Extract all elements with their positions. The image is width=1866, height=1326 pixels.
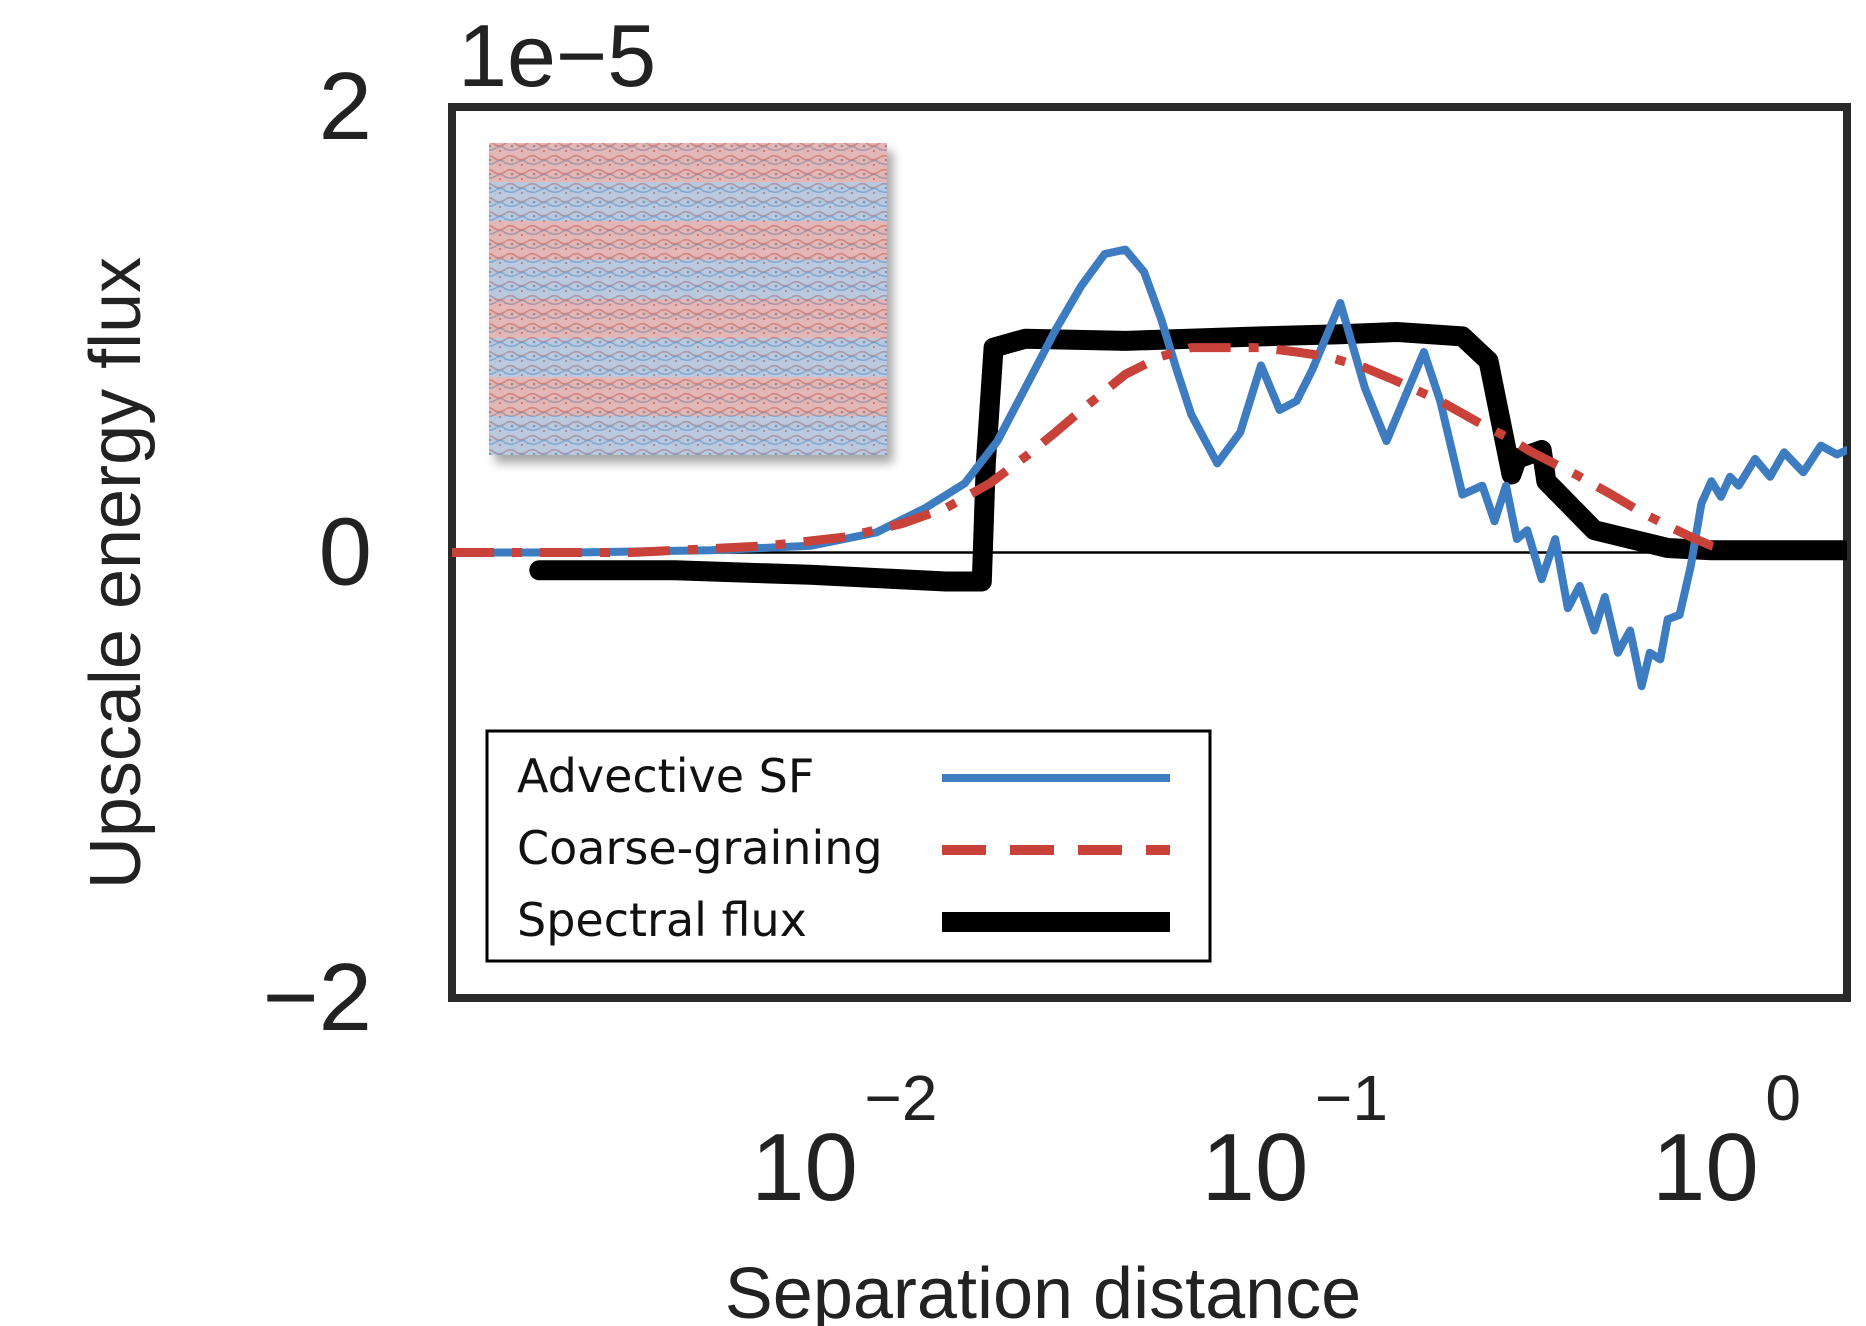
inset-band <box>489 338 887 377</box>
x-tick-exponent: −2 <box>865 1062 938 1134</box>
y-tick-label: 2 <box>319 53 372 160</box>
x-tick-label: 10 <box>751 1114 858 1221</box>
y-axis-label: Upscale energy flux <box>76 257 156 889</box>
series-line-coarse-graining <box>452 343 1732 557</box>
series-line-spectral-flux <box>529 322 1847 592</box>
x-tick-exponent: −1 <box>1315 1062 1388 1134</box>
inset-band <box>489 143 887 182</box>
inset-band <box>489 377 887 416</box>
turbulence-inset-image <box>489 143 887 455</box>
y-scale-factor: 1e−5 <box>458 6 656 105</box>
inset-band <box>489 299 887 338</box>
x-tick-exponent: 0 <box>1765 1062 1801 1134</box>
inset-band <box>489 182 887 221</box>
inset-band <box>489 221 887 260</box>
legend: Advective SF Coarse-graining Spectral flux <box>485 729 1212 963</box>
y-tick-label: −2 <box>263 944 372 1051</box>
legend-label: Spectral flux <box>517 893 807 947</box>
y-tick-labels: 2 0 −2 <box>263 53 372 1051</box>
y-tick-label: 0 <box>319 499 372 606</box>
inset-band <box>489 416 887 455</box>
inset-band <box>489 260 887 299</box>
legend-label: Advective SF <box>517 749 814 803</box>
legend-label: Coarse-graining <box>517 821 883 875</box>
series-line-advective-sf <box>452 245 1847 691</box>
x-tick-label: 10 <box>1202 1114 1309 1221</box>
x-tick-label: 10 <box>1652 1114 1759 1221</box>
x-axis-label: Separation distance <box>725 1254 1361 1326</box>
